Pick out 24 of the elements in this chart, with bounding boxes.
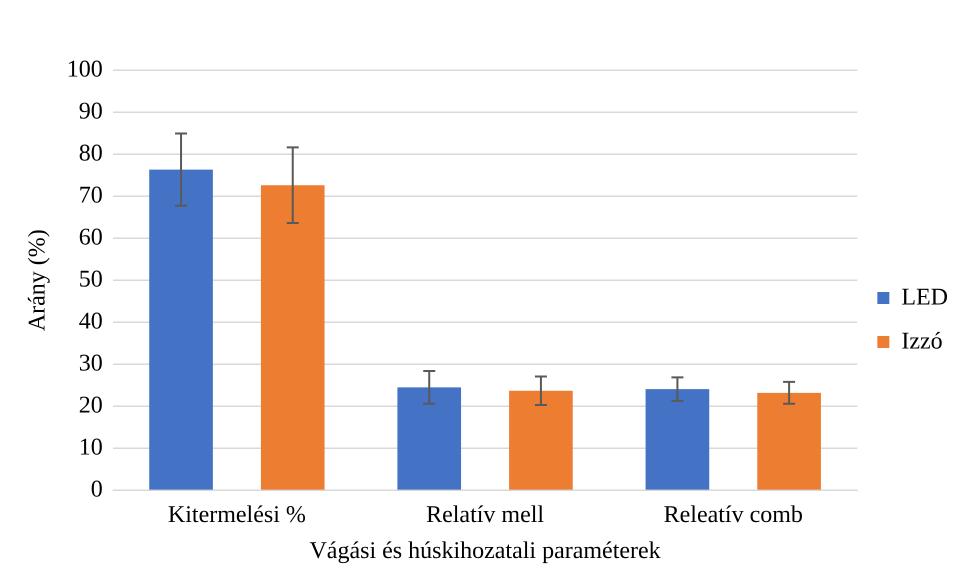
- x-axis-title: Vágási és húskihozatali paraméterek: [309, 538, 661, 564]
- bar: [646, 389, 710, 490]
- y-tick-label: 90: [78, 98, 103, 124]
- y-tick-label: 30: [78, 350, 103, 377]
- y-tick-label: 60: [78, 224, 103, 250]
- bar: [757, 392, 821, 490]
- x-tick-label: Releatív comb: [664, 502, 803, 528]
- y-tick-label: 70: [78, 182, 103, 208]
- y-tick-label: 100: [66, 56, 103, 82]
- y-tick-label: 0: [90, 476, 103, 503]
- y-tick-label: 20: [78, 392, 103, 419]
- y-tick-label: 80: [78, 140, 103, 166]
- y-tick-label: 50: [78, 266, 103, 292]
- bar: [260, 185, 325, 490]
- x-tick-label: Relatív mell: [426, 502, 544, 528]
- y-axis-title: Arány (%): [24, 229, 51, 332]
- legend-label: LED: [901, 284, 948, 310]
- bar: [149, 170, 213, 490]
- y-tick-label: 40: [78, 308, 103, 335]
- x-tick-label: Kitermelési %: [168, 502, 306, 528]
- legend-label: Izzó: [901, 328, 943, 354]
- bar: [397, 387, 462, 490]
- y-tick-label: 10: [78, 434, 103, 461]
- bar: [509, 390, 573, 490]
